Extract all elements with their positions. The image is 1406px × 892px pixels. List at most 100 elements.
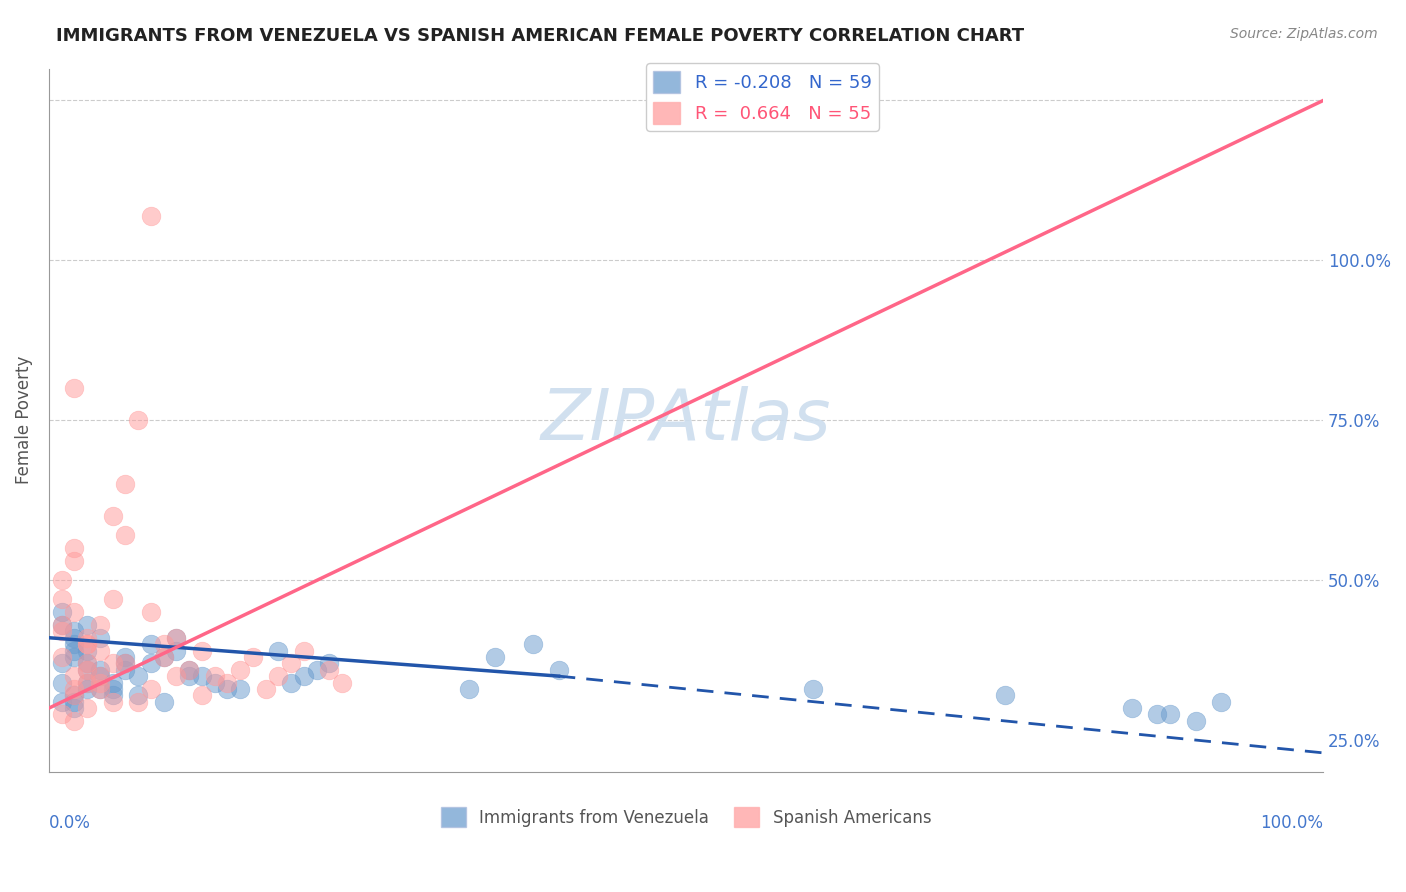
Point	[484, 649, 506, 664]
Point	[165, 669, 187, 683]
Point	[101, 592, 124, 607]
Point	[63, 631, 86, 645]
Point	[101, 657, 124, 671]
Point	[76, 631, 98, 645]
Point	[1184, 714, 1206, 728]
Point	[191, 669, 214, 683]
Point	[280, 675, 302, 690]
Point	[139, 657, 162, 671]
Point	[76, 657, 98, 671]
Point	[139, 209, 162, 223]
Point	[51, 649, 73, 664]
Point	[114, 528, 136, 542]
Point	[76, 663, 98, 677]
Point	[1159, 707, 1181, 722]
Point	[76, 637, 98, 651]
Point	[89, 681, 111, 696]
Point	[280, 657, 302, 671]
Point	[76, 701, 98, 715]
Point	[127, 669, 149, 683]
Point	[76, 637, 98, 651]
Point	[76, 675, 98, 690]
Point	[204, 675, 226, 690]
Point	[51, 675, 73, 690]
Y-axis label: Female Poverty: Female Poverty	[15, 356, 32, 484]
Point	[76, 618, 98, 632]
Point	[458, 681, 481, 696]
Point	[51, 695, 73, 709]
Point	[179, 669, 201, 683]
Point	[76, 657, 98, 671]
Point	[51, 592, 73, 607]
Point	[318, 663, 340, 677]
Point	[76, 681, 98, 696]
Point	[242, 649, 264, 664]
Point	[63, 605, 86, 619]
Point	[63, 643, 86, 657]
Point	[139, 605, 162, 619]
Point	[51, 624, 73, 639]
Point	[63, 701, 86, 715]
Point	[76, 663, 98, 677]
Point	[114, 477, 136, 491]
Point	[204, 669, 226, 683]
Point	[63, 714, 86, 728]
Point	[101, 681, 124, 696]
Point	[76, 643, 98, 657]
Point	[139, 637, 162, 651]
Point	[63, 624, 86, 639]
Point	[191, 688, 214, 702]
Point	[89, 618, 111, 632]
Point	[114, 657, 136, 671]
Point	[152, 695, 174, 709]
Point	[89, 663, 111, 677]
Point	[101, 509, 124, 524]
Point	[127, 413, 149, 427]
Point	[51, 605, 73, 619]
Point	[114, 649, 136, 664]
Point	[89, 669, 111, 683]
Point	[89, 675, 111, 690]
Point	[139, 681, 162, 696]
Point	[63, 681, 86, 696]
Point	[101, 675, 124, 690]
Point	[63, 637, 86, 651]
Text: 0.0%: 0.0%	[49, 814, 91, 832]
Point	[63, 669, 86, 683]
Point	[165, 631, 187, 645]
Point	[1121, 701, 1143, 715]
Point	[89, 681, 111, 696]
Point	[51, 618, 73, 632]
Point	[254, 681, 277, 696]
Point	[803, 681, 825, 696]
Point	[51, 657, 73, 671]
Point	[63, 649, 86, 664]
Text: Source: ZipAtlas.com: Source: ZipAtlas.com	[1230, 27, 1378, 41]
Point	[152, 637, 174, 651]
Point	[330, 675, 353, 690]
Point	[165, 643, 187, 657]
Point	[114, 663, 136, 677]
Legend: Immigrants from Venezuela, Spanish Americans: Immigrants from Venezuela, Spanish Ameri…	[434, 800, 938, 834]
Point	[179, 663, 201, 677]
Point	[305, 663, 328, 677]
Point	[292, 669, 315, 683]
Point	[101, 688, 124, 702]
Text: 100.0%: 100.0%	[1260, 814, 1323, 832]
Point	[165, 631, 187, 645]
Point	[63, 541, 86, 556]
Point	[76, 675, 98, 690]
Point	[63, 688, 86, 702]
Point	[994, 688, 1017, 702]
Point	[267, 669, 290, 683]
Point	[152, 649, 174, 664]
Point	[127, 695, 149, 709]
Point	[114, 657, 136, 671]
Point	[267, 643, 290, 657]
Point	[63, 688, 86, 702]
Point	[1211, 695, 1233, 709]
Point	[101, 695, 124, 709]
Point	[547, 663, 569, 677]
Point	[318, 657, 340, 671]
Point	[89, 631, 111, 645]
